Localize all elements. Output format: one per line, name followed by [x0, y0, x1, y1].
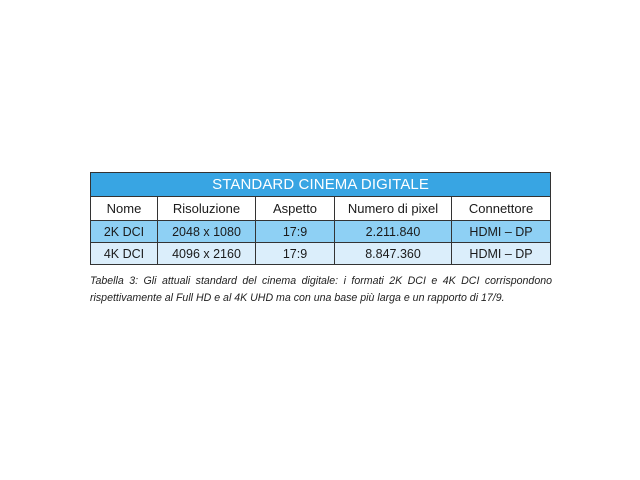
table-header-row: Nome Risoluzione Aspetto Numero di pixel… — [90, 196, 552, 221]
table-title-row: STANDARD CINEMA DIGITALE — [89, 172, 552, 197]
table-row: 4K DCI 4096 x 2160 17:9 8.847.360 HDMI –… — [90, 242, 552, 265]
cell-aspetto: 17:9 — [255, 220, 335, 243]
cinema-standards-table-wrapper: STANDARD CINEMA DIGITALE Nome Risoluzion… — [89, 172, 552, 265]
cell-risoluzione: 2048 x 1080 — [157, 220, 256, 243]
table-title: STANDARD CINEMA DIGITALE — [89, 172, 552, 197]
column-header-risoluzione: Risoluzione — [157, 196, 256, 221]
column-header-nome: Nome — [90, 196, 158, 221]
cell-numero-pixel: 8.847.360 — [334, 242, 452, 265]
caption-line-1: Tabella 3: Gli attuali standard del cine… — [90, 275, 552, 287]
column-header-aspetto: Aspetto — [255, 196, 335, 221]
cell-aspetto: 17:9 — [255, 242, 335, 265]
cinema-standards-table: STANDARD CINEMA DIGITALE Nome Risoluzion… — [89, 172, 552, 265]
cell-numero-pixel: 2.211.840 — [334, 220, 452, 243]
cell-connettore: HDMI – DP — [450, 242, 552, 265]
table-row: 2K DCI 2048 x 1080 17:9 2.211.840 HDMI –… — [90, 220, 552, 243]
column-header-connettore: Connettore — [450, 196, 552, 221]
cell-connettore: HDMI – DP — [450, 220, 552, 243]
table-caption: Tabella 3: Gli attuali standard del cine… — [90, 273, 552, 307]
caption-line-2: rispettivamente al Full HD e al 4K UHD m… — [90, 292, 505, 304]
cell-nome: 2K DCI — [90, 220, 158, 243]
cell-nome: 4K DCI — [90, 242, 158, 265]
column-header-numero-pixel: Numero di pixel — [334, 196, 452, 221]
cell-risoluzione: 4096 x 2160 — [157, 242, 256, 265]
